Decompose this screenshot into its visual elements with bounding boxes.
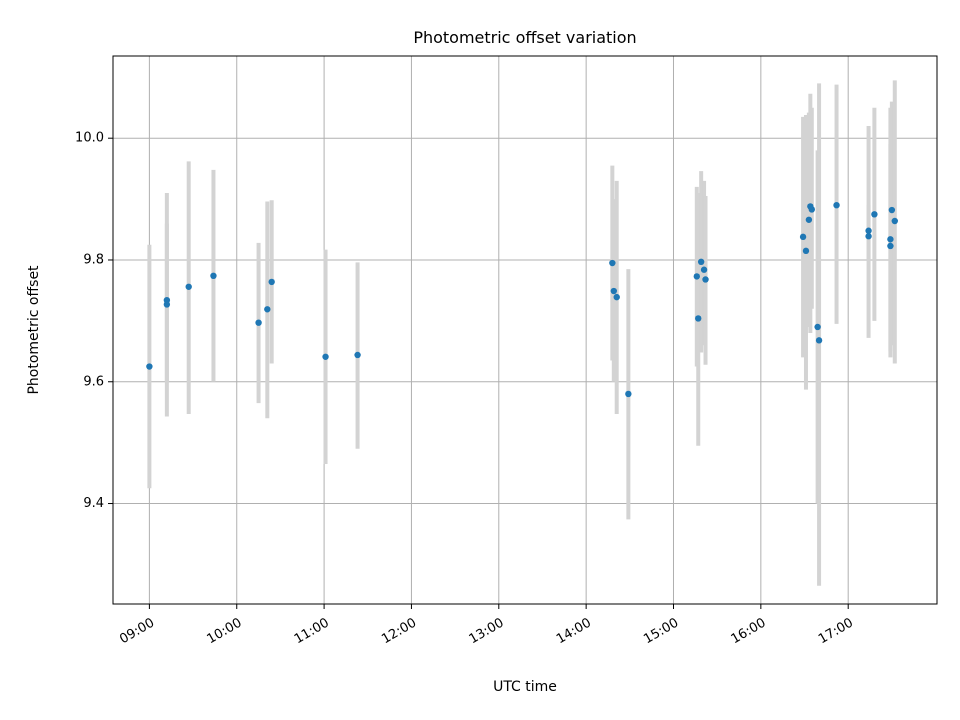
data-points	[146, 201, 898, 398]
data-point	[322, 353, 329, 360]
data-point	[185, 283, 192, 290]
data-point	[814, 323, 821, 331]
data-point	[268, 278, 275, 286]
data-point	[625, 390, 632, 398]
y-axis-ticks: 9.4 9.6 9.8 10.0	[75, 131, 113, 511]
data-point	[802, 247, 810, 255]
data-point	[865, 227, 872, 234]
data-point	[815, 337, 823, 344]
data-point	[808, 206, 815, 213]
data-point	[255, 319, 262, 326]
data-point	[210, 272, 217, 280]
data-point	[799, 233, 807, 241]
data-point	[700, 266, 708, 273]
data-point	[865, 233, 872, 240]
y-tick-label: 9.8	[83, 252, 104, 267]
data-point	[805, 216, 813, 223]
y-tick-label: 10.0	[75, 131, 104, 146]
data-point	[887, 242, 894, 250]
data-point	[693, 273, 700, 280]
data-point	[871, 211, 878, 218]
data-point	[833, 201, 840, 209]
data-point	[695, 315, 702, 322]
data-point	[891, 217, 898, 225]
y-axis-label: Photometric offset	[26, 265, 42, 395]
data-point	[146, 363, 153, 370]
plot-frame	[112, 55, 938, 605]
data-point	[354, 351, 361, 359]
chart-title: Photometric offset variation	[413, 28, 636, 47]
y-tick-label: 9.4	[83, 496, 104, 511]
data-point	[888, 206, 896, 214]
data-point	[613, 293, 620, 301]
data-point	[264, 306, 271, 313]
y-tick-label: 9.6	[83, 374, 104, 389]
data-point	[697, 258, 705, 266]
data-point	[610, 287, 618, 295]
data-point	[609, 259, 616, 267]
x-axis-label: UTC time	[493, 679, 557, 695]
data-point	[702, 276, 709, 283]
data-point	[163, 301, 171, 308]
data-point	[887, 236, 894, 243]
